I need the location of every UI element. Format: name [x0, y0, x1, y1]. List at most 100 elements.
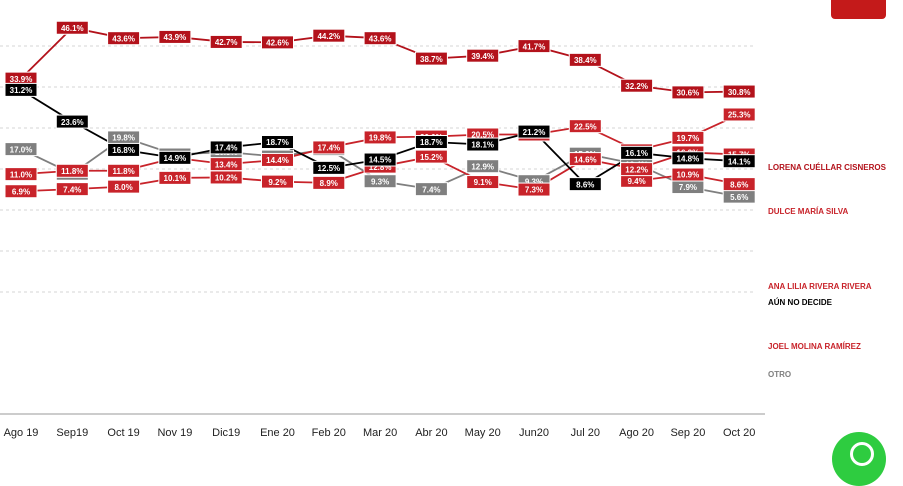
data-label: 18.7% [414, 135, 448, 150]
data-label-text: 9.3% [525, 177, 543, 186]
data-label-text: 46.1% [61, 24, 84, 33]
data-label: 10.9% [671, 167, 705, 182]
data-label-text: 12.9% [471, 162, 494, 171]
data-label-box [466, 175, 500, 190]
chat-bubble-icon [850, 442, 874, 466]
x-tick-label: Nov 19 [157, 427, 192, 439]
data-label: 9.3% [363, 174, 397, 189]
x-tick-label: Sep19 [56, 427, 88, 439]
data-label-box [55, 20, 89, 35]
data-label: 12.2% [620, 162, 654, 177]
data-label-box [4, 184, 38, 199]
data-label-box [568, 52, 602, 67]
data-label-text: 31.2% [10, 86, 33, 95]
top-right-red-button[interactable] [831, 0, 886, 19]
data-label: 30.8% [722, 84, 756, 99]
data-label: 8.9% [312, 175, 346, 190]
data-label-box [517, 182, 551, 197]
data-label: 17.0% [4, 142, 38, 157]
x-tick-label: Oct 20 [723, 427, 755, 439]
data-label-text: 19.8% [112, 134, 135, 143]
data-label: 16.8% [107, 142, 141, 157]
data-label-box [158, 150, 192, 165]
x-tick-label: May 20 [465, 427, 501, 439]
data-label: 18.1% [466, 137, 500, 152]
data-label: 5.6% [722, 189, 756, 204]
legend-label: JOEL MOLINA RAMÍREZ [768, 342, 861, 351]
x-tick-label: Mar 20 [363, 427, 397, 439]
data-label-text: 21.2% [523, 128, 546, 137]
data-label-box [107, 163, 141, 178]
data-label-text: 14.6% [574, 155, 597, 164]
data-label-text: 11.8% [61, 167, 83, 176]
data-label: 42.6% [261, 35, 294, 50]
data-label-text: 19.8% [369, 134, 392, 143]
data-label-text: 8.0% [114, 183, 132, 192]
data-label-box [414, 182, 448, 197]
legend-label: OTRO [768, 370, 791, 379]
data-label-text: 18.1% [471, 141, 494, 150]
data-label-text: 17.0% [10, 145, 33, 154]
data-label-box [620, 145, 654, 160]
data-label: 8.6% [722, 177, 756, 192]
data-label-text: 14.8% [677, 154, 700, 163]
data-label: 18.7% [261, 135, 294, 150]
data-label: 9.1% [466, 175, 500, 190]
data-label: 14.5% [363, 152, 397, 167]
data-label-text: 11.8% [112, 167, 134, 176]
data-label-text: 43.9% [164, 33, 187, 42]
data-label: 38.4% [568, 52, 602, 67]
data-label-box [158, 29, 192, 44]
data-label: 21.2% [517, 124, 551, 139]
data-label-text: 8.9% [320, 179, 338, 188]
data-label-text: 38.7% [420, 55, 443, 64]
data-label-text: 10.9% [677, 171, 700, 180]
data-label: 32.2% [620, 78, 654, 93]
data-label: 17.4% [209, 140, 243, 155]
data-label-box [722, 107, 756, 122]
data-label-box [107, 179, 141, 194]
data-label-text: 16.1% [625, 149, 648, 158]
data-label: 12.5% [312, 160, 346, 175]
data-label-box [209, 157, 243, 172]
data-label: 19.7% [671, 130, 705, 145]
data-label: 14.8% [671, 151, 705, 166]
data-label-text: 30.6% [677, 89, 700, 98]
data-label-box [261, 135, 294, 150]
data-label-box [55, 163, 89, 178]
data-label-text: 20.5% [471, 131, 494, 140]
data-label: 7.9% [671, 180, 705, 195]
data-label: 16.1% [620, 145, 654, 160]
data-label-box [671, 151, 705, 166]
x-tick-label: Jun20 [519, 427, 549, 439]
data-label-box [722, 154, 756, 169]
data-label-box [107, 142, 141, 157]
data-label-box [209, 140, 243, 155]
data-label-box [568, 152, 602, 167]
data-label: 11.8% [55, 163, 89, 178]
data-label: 11.8% [107, 163, 141, 178]
whatsapp-button[interactable] [832, 432, 886, 486]
data-label: 14.9% [158, 150, 192, 165]
data-label-text: 18.7% [266, 138, 289, 147]
data-label-text: 22.5% [574, 122, 597, 131]
data-label: 15.2% [414, 149, 448, 164]
data-label: 6.9% [4, 184, 38, 199]
data-label-box [363, 152, 397, 167]
data-label-text: 5.6% [730, 193, 748, 202]
data-label-text: 13.4% [215, 160, 238, 169]
data-label-text: 23.6% [61, 118, 84, 127]
data-label: 43.9% [158, 29, 192, 44]
data-label-text: 12.8% [369, 163, 392, 172]
data-label-text: 42.6% [266, 39, 289, 48]
x-tick-label: Oct 19 [107, 427, 139, 439]
data-label: 10.1% [158, 170, 192, 185]
data-label-box [209, 34, 243, 49]
legend-label: LORENA CUÉLLAR CISNEROS [768, 163, 887, 172]
x-tick-label: Abr 20 [415, 427, 447, 439]
data-label-box [363, 130, 397, 145]
data-label-text: 32.2% [625, 82, 648, 91]
data-label-text: 11.0% [10, 170, 32, 179]
data-label-box [312, 160, 346, 175]
data-label: 14.6% [568, 152, 602, 167]
